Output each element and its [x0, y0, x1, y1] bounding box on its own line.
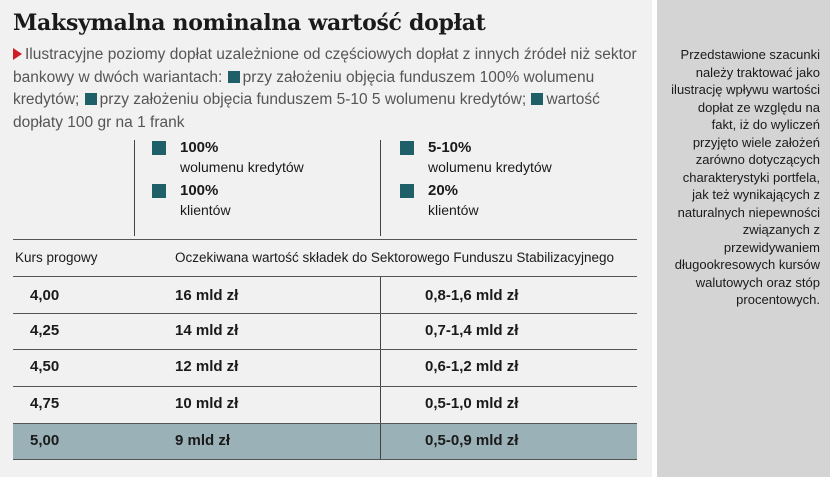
divider [13, 423, 637, 424]
rate-cell: 4,50 [30, 358, 60, 375]
sidebar-panel [657, 0, 830, 477]
value-a-cell: 16 mld zł [175, 287, 239, 304]
variant-b-header: 5-10% wolumenu kredytów 20% klientów [400, 139, 552, 225]
divider [13, 276, 637, 277]
rate-cell: 4,00 [30, 287, 60, 304]
divider [13, 386, 637, 387]
variant-a-pct2: 100% [180, 182, 219, 199]
divider [13, 459, 637, 460]
divider [13, 349, 637, 350]
highlighted-row [13, 424, 637, 459]
variant-a-pct1: 100% [180, 139, 219, 156]
sidebar-note: Przedstawione szacunki należy traktować … [671, 47, 820, 307]
square-bullet-icon [400, 183, 414, 198]
divider [134, 140, 135, 236]
divider [13, 313, 637, 314]
divider [380, 276, 381, 460]
rate-cell: 5,00 [30, 432, 60, 449]
variant-a-header: 100% wolumenu kredytów 100% klientów [152, 139, 304, 225]
value-b-cell: 0,5-0,9 mld zł [425, 432, 519, 449]
square-bullet-icon [152, 183, 166, 198]
intro-part4: wartość dopłaty 100 gr na 1 frank [13, 91, 600, 131]
value-b-cell: 0,8-1,6 mld zł [425, 287, 519, 304]
value-a-cell: 14 mld zł [175, 322, 239, 339]
value-a-cell: 10 mld zł [175, 395, 239, 412]
variant-b-pct1: 5-10% [428, 139, 472, 156]
column-header-contributions: Oczekiwana wartość składek do Sektoroweg… [175, 250, 614, 265]
intro-text: Ilustracyjne poziomy dopłat uzależnione … [13, 44, 645, 134]
variant-b-pct2: 20% [428, 182, 459, 199]
value-b-cell: 0,7-1,4 mld zł [425, 322, 519, 339]
square-bullet-icon [152, 140, 166, 155]
variant-b-label1: wolumenu kredytów [428, 159, 552, 175]
variant-b-label2: klientów [428, 202, 479, 218]
square-bullet-icon [227, 70, 240, 83]
main-panel [0, 0, 652, 477]
square-bullet-icon [531, 93, 544, 105]
square-bullet-icon [400, 140, 414, 155]
value-a-cell: 12 mld zł [175, 358, 239, 375]
column-header-rate: Kurs progowy [15, 250, 98, 265]
intro-part1: Ilustracyjne poziomy dopłat uzależnione … [13, 46, 637, 86]
rate-cell: 4,75 [30, 395, 60, 412]
divider [380, 424, 381, 459]
arrow-icon [13, 48, 22, 60]
value-b-cell: 0,5-1,0 mld zł [425, 395, 519, 412]
variant-a-label1: wolumenu kredytów [180, 159, 304, 175]
intro-part2: przy założeniu objęcia funduszem 100% wo… [13, 68, 595, 109]
value-b-cell: 0,6-1,2 mld zł [425, 358, 519, 375]
value-a-cell: 9 mld zł [175, 432, 231, 449]
variant-a-label2: klientów [180, 202, 231, 218]
page-title: Maksymalna nominalna wartość dopłat [13, 10, 486, 36]
divider [380, 140, 381, 236]
intro-part3: przy założeniu objęcia funduszem 5-10 5 … [99, 91, 527, 108]
divider [13, 239, 637, 240]
rate-cell: 4,25 [30, 322, 60, 339]
square-bullet-icon [84, 93, 97, 105]
